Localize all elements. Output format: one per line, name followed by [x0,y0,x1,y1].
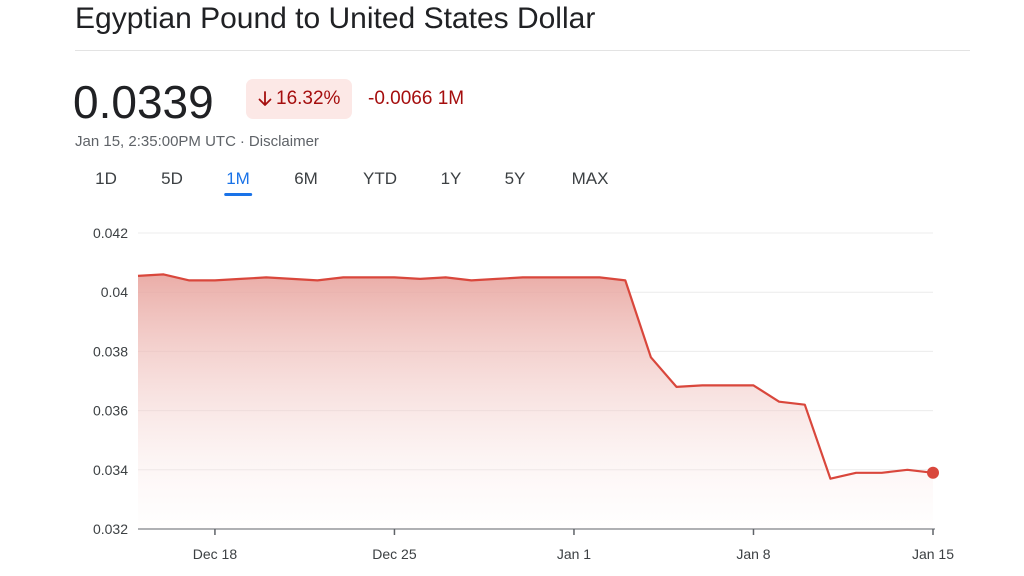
x-tick-label: Jan 8 [736,546,770,562]
quote-timestamp: Jan 15, 2:35:00PM UTC [75,133,236,150]
tab-5y[interactable]: 5Y [504,169,526,188]
y-tick-label: 0.034 [93,462,128,478]
tab-max[interactable]: MAX [571,169,609,188]
percent-change-badge: 16.32% [246,79,353,119]
x-tick-label: Jan 1 [557,546,591,562]
arrow-down-icon [258,91,272,106]
area-path [138,274,933,529]
x-tick-label: Dec 25 [372,546,417,562]
x-tick-label: Jan 15 [912,546,954,562]
tab-1d[interactable]: 1D [95,169,117,188]
area-fill [138,274,933,529]
disclaimer-link[interactable]: Disclaimer [248,133,319,150]
x-axis: Dec 18 Dec 25 Jan 1 Jan 8 Jan 15 [138,528,954,562]
tab-6m[interactable]: 6M [294,169,318,188]
percent-change-value: 16.32% [276,88,341,109]
y-tick-label: 0.042 [93,225,128,241]
range-tabs: 1D 5D 1M 6M YTD 1Y 5Y MAX [75,166,675,196]
tab-1y[interactable]: 1Y [440,169,462,188]
y-tick-label: 0.032 [93,521,128,537]
header-divider [75,50,970,51]
meta-separator: · [239,133,245,150]
page-title: Egyptian Pound to United States Dollar [75,2,596,35]
current-price: 0.0339 [73,76,214,128]
tab-5d[interactable]: 5D [161,169,183,188]
x-tick-label: Dec 18 [193,546,238,562]
price-line [137,273,934,480]
absolute-change: -0.0066 1M [368,88,465,109]
tab-1m[interactable]: 1M [224,166,252,196]
y-tick-label: 0.036 [93,403,128,419]
series-line [137,273,934,480]
quote-meta: Jan 15, 2:35:00PM UTC · Disclaimer [75,133,319,151]
y-axis-labels: 0.042 0.04 0.038 0.036 0.034 0.032 [93,225,128,537]
data-points [927,466,939,479]
y-tick-label: 0.038 [93,343,128,359]
y-tick-label: 0.04 [101,284,128,300]
last-price-marker [927,466,939,479]
tab-ytd[interactable]: YTD [363,169,397,188]
